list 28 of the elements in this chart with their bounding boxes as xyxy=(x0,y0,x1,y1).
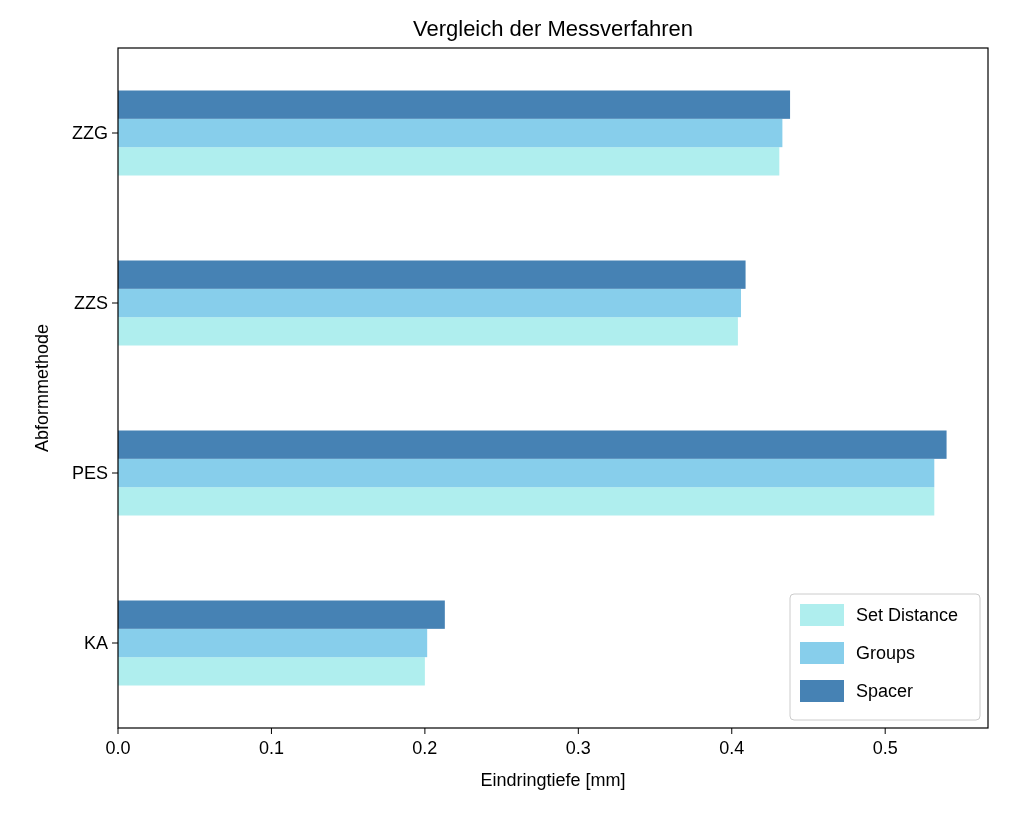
y-tick-label: PES xyxy=(71,463,108,484)
bar xyxy=(118,657,425,686)
bar xyxy=(118,628,428,658)
y-axis-title: Abformmethode xyxy=(32,323,52,453)
bar xyxy=(118,600,445,629)
bar xyxy=(118,90,791,119)
bar xyxy=(118,118,783,148)
x-tick-label: 0.1 xyxy=(258,738,284,758)
bar xyxy=(118,458,935,488)
chart-title: Vergleich der Messverfahren xyxy=(412,16,694,41)
y-tick-label: ZZS xyxy=(74,293,108,314)
bar xyxy=(118,288,741,318)
y-tick-label: ZZG xyxy=(72,123,108,144)
bar xyxy=(118,260,746,289)
legend-label: Spacer xyxy=(856,681,914,702)
x-tick-label: 0.3 xyxy=(565,738,591,758)
x-axis-title: Eindringtiefe [mm] xyxy=(480,770,626,790)
y-tick-label: KA xyxy=(83,633,108,654)
bar xyxy=(118,430,947,459)
x-tick-label: 0.4 xyxy=(719,738,745,758)
x-tick-label: 0.5 xyxy=(872,738,898,758)
bar xyxy=(118,317,738,346)
bar xyxy=(118,147,780,176)
bar xyxy=(118,487,935,516)
x-tick-label: 0.2 xyxy=(412,738,438,758)
legend-label: Groups xyxy=(856,643,916,664)
x-tick-label: 0.0 xyxy=(105,738,131,758)
legend-label: Set Distance xyxy=(856,605,959,626)
